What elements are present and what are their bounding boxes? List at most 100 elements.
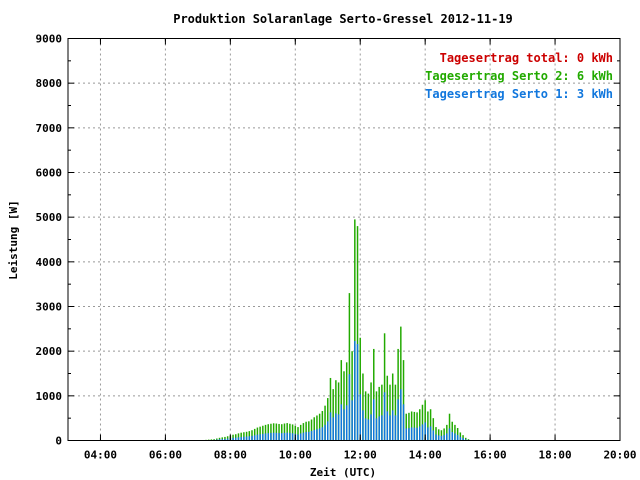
- bar-serto-2: [421, 404, 424, 441]
- bar-serto-2: [256, 427, 259, 441]
- series-serto-1-bars: [199, 340, 472, 441]
- bar-serto-1: [421, 424, 424, 441]
- bar-serto-2: [381, 384, 383, 441]
- bar-serto-2: [367, 393, 370, 441]
- bar-serto-1: [245, 436, 248, 441]
- bar-serto-2: [413, 411, 416, 441]
- bar-serto-1: [448, 428, 451, 441]
- bar-serto-1: [408, 428, 410, 441]
- bar-serto-2: [435, 427, 437, 441]
- bar-serto-2: [340, 360, 343, 441]
- bar-serto-1: [340, 404, 343, 441]
- bar-serto-1: [354, 340, 356, 441]
- y-axis-ticks: 0 1000 2000 3000 4000 5000 6000 7000 8000 9000: [36, 33, 620, 448]
- bar-serto-1: [226, 438, 229, 441]
- bar-serto-2: [259, 426, 261, 441]
- bar-serto-1: [259, 434, 261, 441]
- bar-serto-1: [248, 436, 251, 441]
- bar-serto-2: [454, 424, 456, 441]
- bar-serto-1: [232, 437, 234, 441]
- bar-serto-1: [389, 415, 391, 441]
- bar-serto-2: [459, 432, 462, 441]
- bar-serto-2: [416, 412, 418, 441]
- bar-serto-2: [345, 362, 348, 441]
- bar-serto-2: [440, 430, 443, 441]
- bar-serto-2: [302, 423, 305, 441]
- y-tick-label: 5000: [36, 211, 63, 224]
- bar-serto-2: [321, 411, 324, 441]
- bar-serto-2: [221, 437, 223, 441]
- bar-serto-2: [305, 421, 307, 441]
- bar-serto-2: [235, 434, 237, 441]
- legend: Tagesertrag total: 0 kWh Tagesertrag Sert…: [425, 51, 613, 101]
- bar-serto-1: [313, 430, 315, 441]
- bar-serto-2: [356, 226, 359, 441]
- bar-serto-1: [373, 399, 375, 441]
- bar-serto-1: [362, 410, 364, 441]
- y-tick-label: 4000: [36, 256, 63, 269]
- bar-serto-2: [289, 423, 291, 441]
- bar-serto-1: [289, 432, 291, 441]
- bar-serto-2: [354, 219, 356, 441]
- bar-serto-1: [397, 399, 399, 441]
- bar-serto-2: [270, 423, 272, 441]
- bar-serto-1: [281, 433, 283, 441]
- bar-serto-1: [440, 435, 443, 441]
- bar-serto-2: [408, 412, 410, 441]
- bar-serto-1: [235, 437, 237, 441]
- bar-serto-2: [419, 409, 421, 441]
- bar-serto-2: [437, 429, 440, 441]
- legend-entry: Tagesertrag Serto 1: 3 kWh: [425, 87, 613, 101]
- bar-serto-1: [437, 435, 440, 441]
- bar-serto-1: [308, 431, 310, 441]
- x-axis-ticks: 04:00 06:00 08:00 10:00 12:00 14:00 16:00 18:00…: [84, 38, 637, 462]
- bar-serto-2: [335, 380, 337, 441]
- bar-serto-1: [275, 432, 278, 441]
- bar-serto-1: [321, 427, 324, 441]
- bar-serto-2: [213, 439, 215, 441]
- bar-serto-2: [243, 432, 245, 441]
- bar-serto-1: [327, 421, 329, 441]
- bar-serto-1: [335, 413, 337, 441]
- bar-serto-1: [351, 400, 353, 441]
- bar-serto-2: [245, 431, 248, 441]
- bar-serto-2: [446, 424, 448, 441]
- bar-serto-1: [264, 433, 267, 441]
- bar-serto-2: [424, 400, 426, 441]
- bar-serto-1: [370, 414, 372, 441]
- bar-serto-1: [456, 434, 459, 441]
- y-tick-label: 6000: [36, 167, 63, 180]
- bar-serto-2: [451, 421, 453, 441]
- bar-serto-2: [313, 417, 315, 441]
- bar-serto-1: [318, 428, 321, 441]
- x-tick-label: 18:00: [538, 449, 571, 462]
- y-tick-label: 1000: [36, 390, 63, 403]
- bar-serto-2: [240, 432, 242, 441]
- bar-serto-2: [324, 405, 326, 441]
- bar-serto-2: [210, 439, 213, 441]
- bar-serto-1: [383, 392, 386, 441]
- bar-serto-2: [375, 391, 378, 441]
- bar-serto-1: [297, 434, 299, 441]
- bar-serto-1: [302, 432, 305, 441]
- bar-serto-2: [443, 428, 445, 441]
- bar-serto-1: [240, 436, 242, 441]
- bar-serto-2: [262, 425, 264, 441]
- bar-serto-2: [383, 333, 386, 441]
- bar-serto-1: [356, 344, 359, 441]
- x-tick-label: 20:00: [603, 449, 636, 462]
- bar-serto-1: [278, 433, 280, 441]
- bar-serto-2: [364, 391, 367, 441]
- bar-serto-1: [267, 433, 269, 441]
- bar-serto-2: [429, 409, 432, 441]
- bar-serto-2: [316, 415, 318, 441]
- bar-serto-2: [386, 375, 389, 441]
- bar-serto-1: [394, 415, 397, 441]
- bar-serto-2: [251, 430, 253, 441]
- bar-serto-1: [316, 429, 318, 441]
- bar-serto-2: [308, 421, 310, 441]
- bar-serto-2: [348, 293, 351, 441]
- bar-serto-2: [400, 326, 402, 441]
- bar-serto-2: [283, 423, 286, 441]
